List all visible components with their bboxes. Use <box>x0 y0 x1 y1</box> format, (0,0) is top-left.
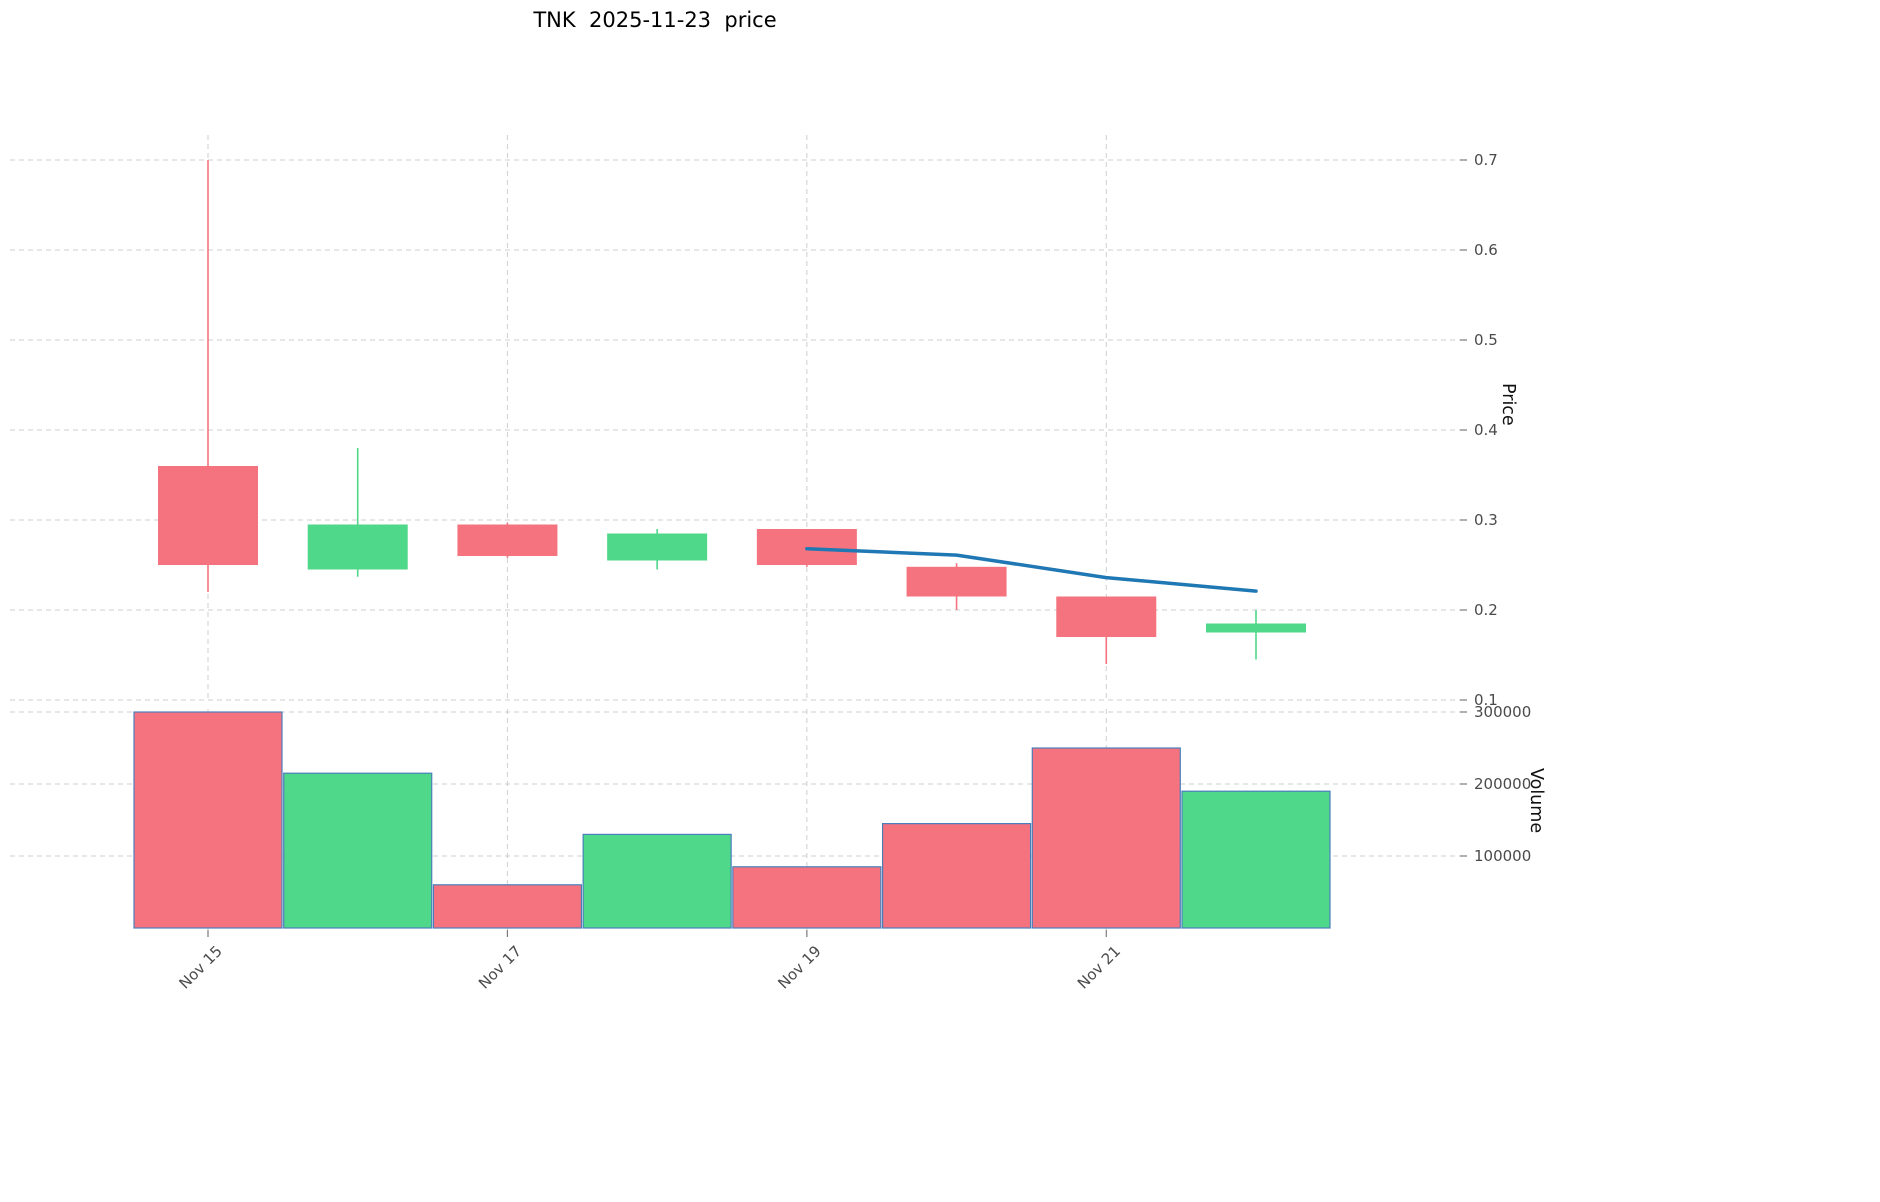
volume-bar <box>1181 790 1331 929</box>
x-tick-label: Nov 19 <box>774 942 824 992</box>
candle-body <box>607 533 708 561</box>
volume-tick-label: 300000 <box>1474 703 1531 721</box>
volume-bar <box>582 833 732 929</box>
candle-body <box>1205 623 1306 633</box>
x-tick-label: Nov 15 <box>176 942 226 992</box>
candle-body <box>158 466 258 565</box>
candle-body <box>457 524 558 556</box>
price-tick-label: 0.4 <box>1474 421 1498 439</box>
ma-line <box>805 547 1258 593</box>
price-axis-label: Price <box>1498 383 1518 426</box>
price-tick-label: 0.6 <box>1474 241 1498 259</box>
price-tick-label: 0.1 <box>1474 691 1498 709</box>
price-tick-label: 0.5 <box>1474 331 1498 349</box>
volume-bar <box>432 884 583 929</box>
candle-body <box>906 566 1007 597</box>
volume-tick-label: 200000 <box>1474 775 1531 793</box>
chart-title: TNK 2025-11-23 price <box>533 8 777 32</box>
volume-bar <box>732 866 882 929</box>
volume-axis-label: Volume <box>1526 768 1546 834</box>
volume-bar <box>283 772 433 929</box>
candle-body <box>756 529 857 565</box>
price-tick-label: 0.2 <box>1474 601 1498 619</box>
volume-bar <box>1031 747 1181 929</box>
volume-bar <box>881 822 1032 929</box>
price-tick-label: 0.3 <box>1474 511 1498 529</box>
x-tick-label: Nov 21 <box>1074 942 1124 992</box>
price-tick-label: 0.7 <box>1474 151 1498 169</box>
candle-body <box>1056 596 1157 637</box>
volume-bar <box>133 711 283 929</box>
volume-tick-label: 100000 <box>1474 847 1531 865</box>
x-tick-label: Nov 17 <box>475 942 525 992</box>
candle-body <box>307 524 408 570</box>
